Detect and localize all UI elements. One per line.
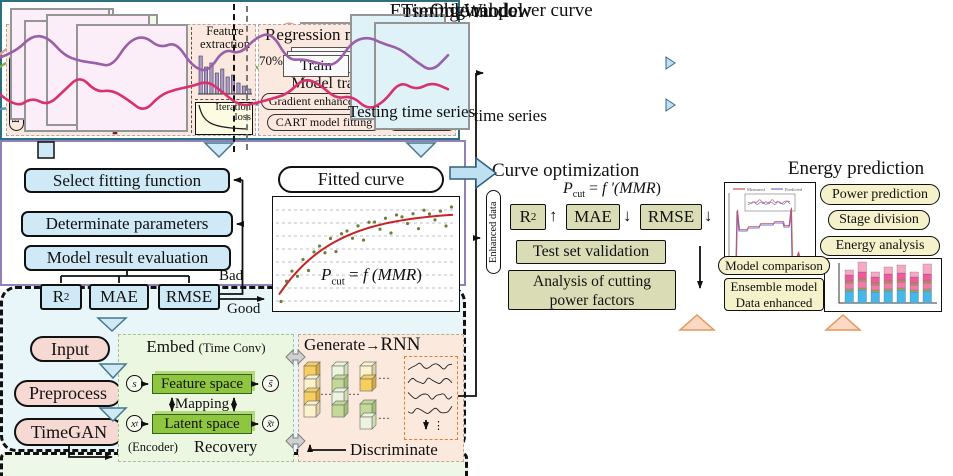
svg-text:Predicted: Predicted [785,187,803,192]
rnn-signals-box: ⋮ [404,356,458,440]
measured-predicted-chart: Measured Predicted [728,187,810,265]
mae-down-box: MAE [566,204,620,230]
fitting-divider [246,6,248,150]
good-label: Good [227,301,261,317]
rmse-down-box: RMSE [640,204,702,230]
scatter-fit-chart [276,205,454,304]
enhanced-data-pill: Enhanced data [486,190,501,274]
select-fitting-function-box: Select fitting function [24,168,230,193]
test-set-validation-box: Test set validation [516,240,666,264]
down-arrow-glyph: ↓ [704,206,713,225]
loss-curve [198,104,249,130]
xgboost-divider [191,27,192,133]
energy-analysis-pill: Energy analysis [820,236,940,256]
embed-title: Embed (Time Conv) [146,337,266,356]
rmse-metric-box: RMSE [158,284,220,310]
recovery-label: Recovery [194,437,258,456]
timegan-pill: TimeGAN [14,418,124,446]
latent-space-box: Latent space [152,414,252,434]
energy-prediction-title: Energy prediction [787,158,925,179]
mae-metric-box: MAE [89,284,149,310]
xgboost-hdivider [195,99,255,100]
optimized-formula: Pcut = f '(MMR) [563,180,661,201]
cube-ellipsis: … [348,384,360,398]
curve-optimization-title: Curve optimization [492,160,640,181]
bad-label: Bad [219,268,244,284]
discriminate-label: Discriminate [350,440,438,459]
preprocess-pill: Preprocess [14,380,122,407]
signals-vdots: ⋮ [433,420,444,432]
train-pct-label: 70% [259,53,283,68]
s-symbol: s [126,375,143,392]
s-tilde-symbol: s̃ [262,375,279,392]
embed-subpanel: Embed (Time Conv) [118,334,294,462]
cube-ellipsis: … [378,408,390,422]
encoder-label: (Encoder) [128,440,178,454]
model-result-evaluation-box: Model result evaluation [24,245,231,271]
xt-tilde-symbol: x̃ t [262,415,279,432]
stacked-energy-bars [838,261,937,304]
up-arrow-glyph: ↑ [549,206,558,225]
model-comparison-pill: Model comparison [718,256,830,275]
generate-rnn-title: Generate→RNN [304,334,421,355]
input-pill: Input [30,336,110,362]
fitted-curve-plot: Pcut = f (MMR) [272,196,460,312]
down-arrow-glyph: ↓ [623,206,632,225]
feature-space-box: Feature space [152,374,252,394]
fitted-curve-pill: Fitted curve [278,166,444,193]
svg-text:Measured: Measured [747,187,765,192]
energy-bars-chart [824,258,942,312]
cube-ellipsis: … [320,384,332,398]
determinate-parameters-box: Determinate parameters [21,211,233,237]
optimization-divider [233,4,235,152]
analysis-cutting-box: Analysis of cutting power factors [508,270,676,310]
ensemble-data-box: Ensemble model Data enhanced [724,278,824,311]
mapping-label: Mapping [174,395,230,412]
panel-title: Original power curve [430,0,593,21]
fit-formula: Pcut = f (MMR) [321,265,422,288]
generate-subpanel [298,334,464,462]
power-prediction-pill: Power prediction [820,184,940,205]
latent-code-cubes [303,361,377,430]
generated-signal-waves [407,362,453,414]
cube-ellipsis: … [378,368,390,382]
stage-division-pill: Stage division [828,210,930,230]
